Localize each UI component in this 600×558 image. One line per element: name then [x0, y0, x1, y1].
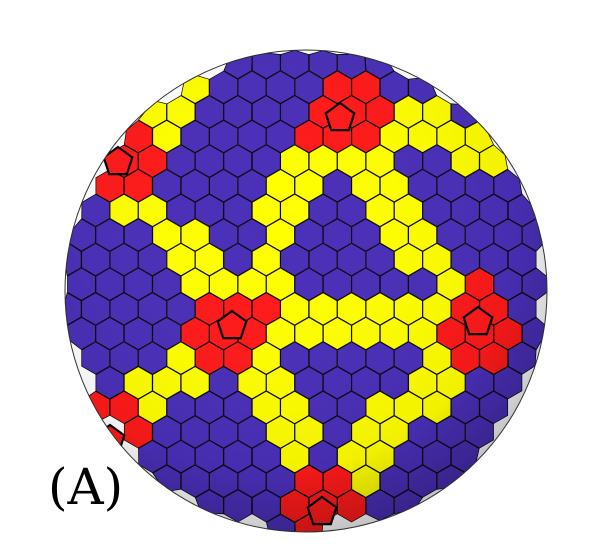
panel-label: (A) — [48, 458, 124, 516]
sphere-shading — [65, 50, 547, 532]
sphere-outline — [64, 49, 548, 533]
